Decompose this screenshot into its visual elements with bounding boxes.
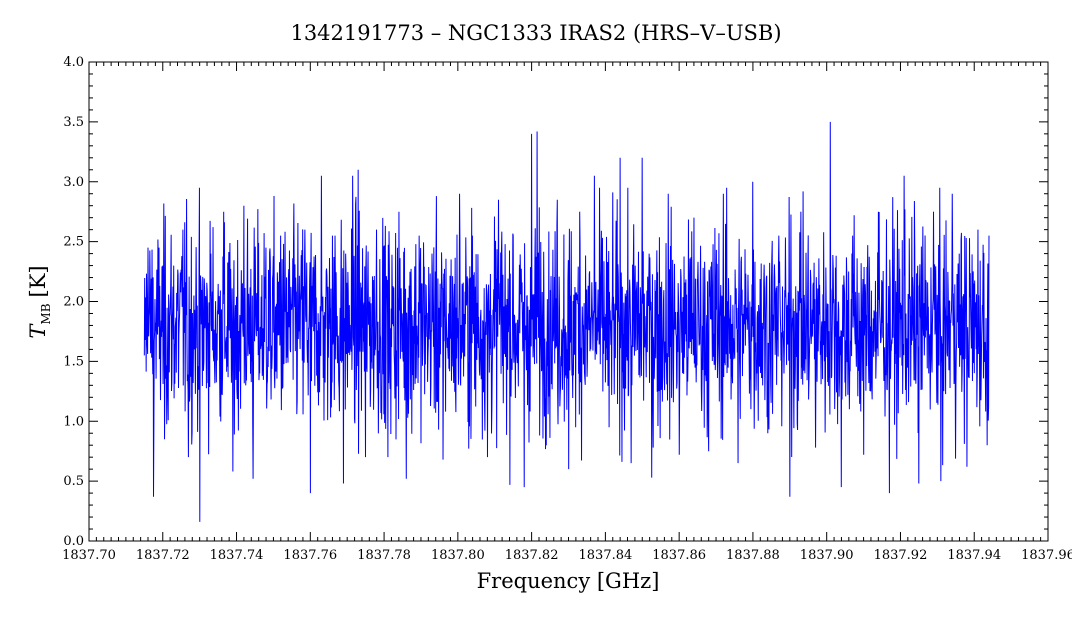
axis-ticks xyxy=(88,61,1049,542)
x-tick-label: 1837.72 xyxy=(136,548,190,563)
x-tick-label: 1837.80 xyxy=(431,548,485,563)
x-tick-label: 1837.86 xyxy=(652,548,706,563)
x-tick-label: 1837.76 xyxy=(283,548,337,563)
y-axis-title: TMB [K] xyxy=(26,265,53,338)
x-tick-label: 1837.78 xyxy=(357,548,411,563)
x-tick-label: 1837.84 xyxy=(579,548,633,563)
x-tick-label: 1837.88 xyxy=(726,548,780,563)
y-tick-label: 0.5 xyxy=(63,474,84,489)
y-axis-unit: [K] xyxy=(26,265,50,297)
x-tick-label: 1837.82 xyxy=(505,548,559,563)
y-tick-label: 4.0 xyxy=(63,55,84,70)
y-axis-subscript: MB xyxy=(39,303,53,324)
x-tick-label: 1837.94 xyxy=(947,548,1001,563)
y-tick-labels: 0.0 0.5 1.0 1.5 2.0 2.5 3.0 3.5 4.0 xyxy=(63,55,84,549)
y-tick-label: 3.5 xyxy=(63,115,84,130)
y-tick-label: 1.0 xyxy=(63,414,84,429)
x-tick-label: 1837.74 xyxy=(210,548,264,563)
y-tick-label: 2.0 xyxy=(63,295,84,310)
series-layer xyxy=(143,121,990,522)
x-tick-label: 1837.96 xyxy=(1021,548,1072,563)
chart-title: 1342191773 – NGC1333 IRAS2 (HRS–V–USB) xyxy=(290,21,781,45)
y-tick-label: 3.0 xyxy=(63,175,84,190)
x-tick-label: 1837.92 xyxy=(874,548,928,563)
y-axis-symbol: T xyxy=(26,323,50,339)
x-axis-title: Frequency [GHz] xyxy=(477,569,660,593)
x-tick-label: 1837.90 xyxy=(800,548,854,563)
x-tick-labels: 1837.70 1837.72 1837.74 1837.76 1837.78 1837.… xyxy=(62,548,1072,563)
y-tick-label: 2.5 xyxy=(63,235,84,250)
x-tick-label: 1837.70 xyxy=(62,548,116,563)
y-tick-label: 1.5 xyxy=(63,354,84,369)
spectrum-line xyxy=(143,121,990,522)
y-tick-label: 0.0 xyxy=(63,534,84,549)
